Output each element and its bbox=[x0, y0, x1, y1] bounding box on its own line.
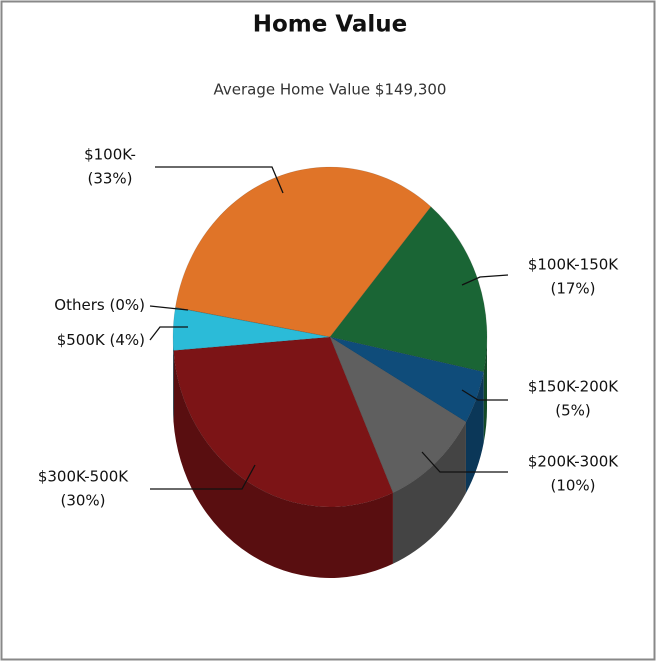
slice-side bbox=[483, 337, 487, 443]
chart-subtitle: Average Home Value $149,300 bbox=[214, 81, 447, 99]
slice-value-label: (30%) bbox=[60, 492, 105, 510]
slice-value-label: (0%) bbox=[109, 296, 145, 314]
slice-side bbox=[392, 422, 466, 564]
slice-value-label: (4%) bbox=[109, 331, 145, 349]
slice-label-group: Others (0%) bbox=[54, 296, 145, 314]
leader-line bbox=[149, 305, 189, 311]
leader-line bbox=[461, 389, 508, 401]
pie-slice bbox=[329, 206, 488, 373]
leader-line bbox=[421, 451, 508, 473]
leader-line bbox=[155, 166, 284, 194]
chart-title: Home Value bbox=[253, 12, 408, 38]
slice-label-group: $500K (4%) bbox=[57, 331, 145, 349]
slice-label: $500K bbox=[57, 331, 106, 349]
leader-line bbox=[150, 464, 256, 490]
pie-slices bbox=[172, 166, 488, 508]
slice-side bbox=[465, 371, 484, 493]
pie-sides bbox=[173, 337, 487, 579]
slice-value-label: (17%) bbox=[550, 280, 595, 298]
slice-label: $150K-200K bbox=[528, 378, 619, 396]
slice-label: Others bbox=[54, 296, 105, 314]
slice-value-label: (33%) bbox=[87, 170, 132, 188]
slice-value-label: (10%) bbox=[550, 477, 595, 495]
pie-slice bbox=[172, 307, 331, 351]
slice-label: $200K-300K bbox=[528, 453, 619, 471]
leader-line bbox=[149, 326, 188, 341]
slice-label: $100K-150K bbox=[528, 256, 619, 274]
slice-label: $300K-500K bbox=[38, 468, 129, 486]
slice-value-label: (5%) bbox=[555, 402, 591, 420]
pie-slice bbox=[173, 336, 394, 508]
slice-side bbox=[173, 350, 393, 579]
leader-line bbox=[461, 274, 509, 286]
slice-labels: $100K- (33%) $100K-150K (17%) $150K-200K (5%)… bbox=[38, 146, 619, 510]
pie-slice bbox=[329, 336, 485, 423]
slice-label: $100K- bbox=[84, 146, 136, 164]
pie-slice bbox=[329, 336, 467, 494]
